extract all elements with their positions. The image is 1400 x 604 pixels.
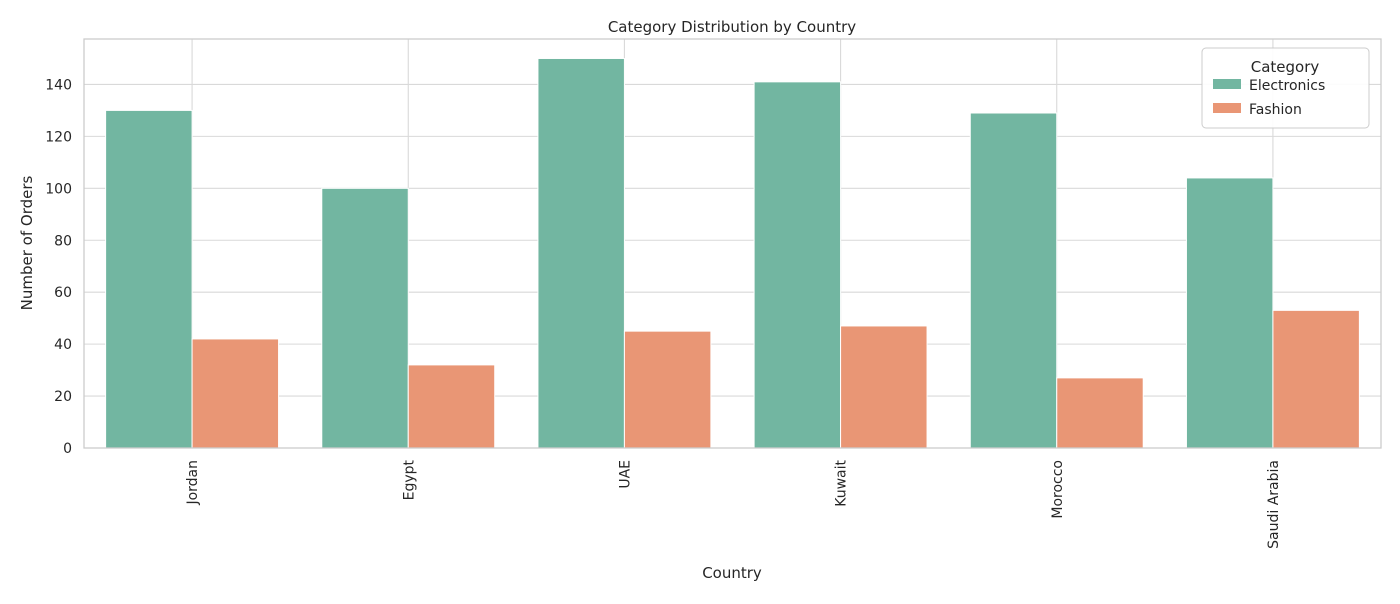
bar-electronics-uae: [537, 57, 625, 449]
plot-frame: [83, 38, 1382, 449]
x-tick-label: Jordan: [185, 460, 201, 506]
bar-electronics-egypt: [321, 187, 409, 449]
bar-electronics-jordan: [105, 109, 193, 449]
y-tick-label: 120: [45, 129, 72, 145]
bar-fashion-jordan: [191, 338, 280, 449]
legend: Category Electronics Fashion: [1201, 47, 1370, 129]
tick-labels: 0 20 40 60 80 100 120 140 Jordan Egypt UAE Kuwait Mo…: [45, 77, 1282, 548]
x-tick-label: Morocco: [1050, 460, 1066, 519]
y-tick-label: 100: [45, 181, 72, 197]
y-axis-label: Number of Orders: [18, 175, 36, 310]
legend-label-electronics: Electronics: [1249, 78, 1325, 94]
legend-title: Category: [1251, 58, 1320, 76]
bar-fashion-morocco: [1056, 377, 1144, 449]
legend-swatch-fashion: [1213, 103, 1241, 113]
legend-box: [1201, 47, 1370, 129]
bar-electronics-morocco: [969, 112, 1058, 449]
x-tick-label: Kuwait: [834, 459, 850, 506]
x-tick-label: Saudi Arabia: [1266, 460, 1282, 549]
bar-fashion-egypt: [407, 364, 496, 449]
legend-label-fashion: Fashion: [1249, 102, 1302, 118]
bars: [105, 57, 1360, 449]
x-tick-label: UAE: [617, 460, 633, 489]
bar-fashion-uae: [623, 330, 712, 449]
bar-electronics-kuwait: [753, 81, 842, 449]
y-tick-label: 0: [63, 441, 72, 457]
bar-electronics-saudi-arabia: [1185, 177, 1274, 449]
y-tick-label: 140: [45, 77, 72, 93]
x-axis-label: Country: [702, 564, 762, 582]
y-tick-label: 60: [54, 285, 72, 301]
bar-fashion-kuwait: [840, 325, 928, 449]
y-tick-label: 20: [54, 389, 72, 405]
y-tick-label: 40: [54, 337, 72, 353]
bar-fashion-saudi-arabia: [1272, 309, 1360, 449]
plot-border: [83, 38, 1382, 449]
legend-items: Electronics Fashion: [1213, 78, 1325, 118]
x-tick-label: Egypt: [401, 460, 417, 501]
chart-title: Category Distribution by Country: [608, 18, 856, 36]
y-tick-label: 80: [54, 233, 72, 249]
legend-swatch-electronics: [1213, 79, 1241, 89]
